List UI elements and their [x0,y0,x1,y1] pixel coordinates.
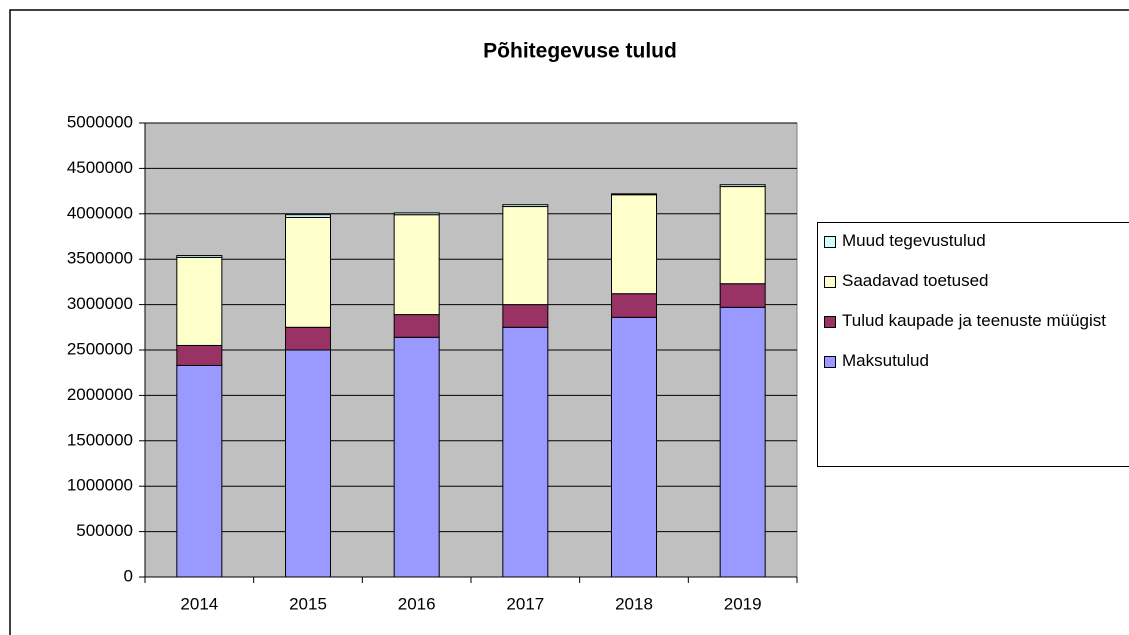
bar-segment [719,186,766,285]
bar-segment [719,283,766,308]
legend-swatch [824,356,836,368]
legend-item: Maksutulud [824,351,1129,371]
legend-label: Tulud kaupade ja teenuste müügist [842,311,1106,330]
legend-swatch [824,316,836,328]
legend-swatch [824,276,836,288]
bar-segment [176,344,223,366]
x-tick-label: 2018 [615,594,653,613]
bar-segment [285,349,331,578]
bar-segment [176,256,223,346]
bar-segment [393,212,440,216]
legend-item: Tulud kaupade ja teenuste müügist [824,311,1129,331]
bar-segment [176,364,223,578]
y-tick-label: 5000000 [67,112,133,131]
legend-label: Maksutulud [842,351,929,370]
y-tick-label: 3000000 [67,294,133,313]
bar-segment [719,184,766,188]
bar-segment [611,316,657,578]
bar-segment [502,206,549,306]
legend-label: Saadavad toetused [842,271,989,290]
bar-segment [285,214,331,218]
bar-segment [176,255,223,258]
bar-segment [502,326,549,578]
y-tick-label: 1000000 [67,476,133,495]
y-tick-label: 500000 [76,521,133,540]
bar-segment [611,194,657,295]
bar-segment [611,293,657,318]
y-tick-label: 2000000 [67,385,133,404]
y-tick-label: 0 [124,566,133,585]
legend-swatch [824,236,836,248]
bar-segment [502,304,549,328]
bar-segment [719,306,766,578]
x-tick-label: 2019 [724,594,762,613]
bar-segment [611,193,657,196]
y-tick-label: 1500000 [67,430,133,449]
legend-item: Saadavad toetused [824,271,1129,291]
chart-title: Põhitegevuse tulud [483,40,677,63]
x-tick-label: 2014 [180,594,218,613]
x-tick-label: 2016 [398,594,436,613]
x-tick-label: 2017 [506,594,544,613]
bar-segment [285,216,331,328]
bar-segment [393,214,440,316]
y-tick-label: 2500000 [67,339,133,358]
legend-label: Muud tegevustulud [842,231,986,250]
legend: Muud tegevustulud Saadavad toetused Tulud … [817,222,1129,467]
bar-segment [502,204,549,208]
bar-segment [393,336,440,578]
bar-segment [393,314,440,338]
legend-item: Muud tegevustulud [824,231,1129,251]
x-tick-label: 2015 [289,594,327,613]
y-tick-label: 4000000 [67,203,133,222]
y-tick-label: 3500000 [67,249,133,268]
y-tick-label: 4500000 [67,158,133,177]
bar-segment [285,326,331,351]
